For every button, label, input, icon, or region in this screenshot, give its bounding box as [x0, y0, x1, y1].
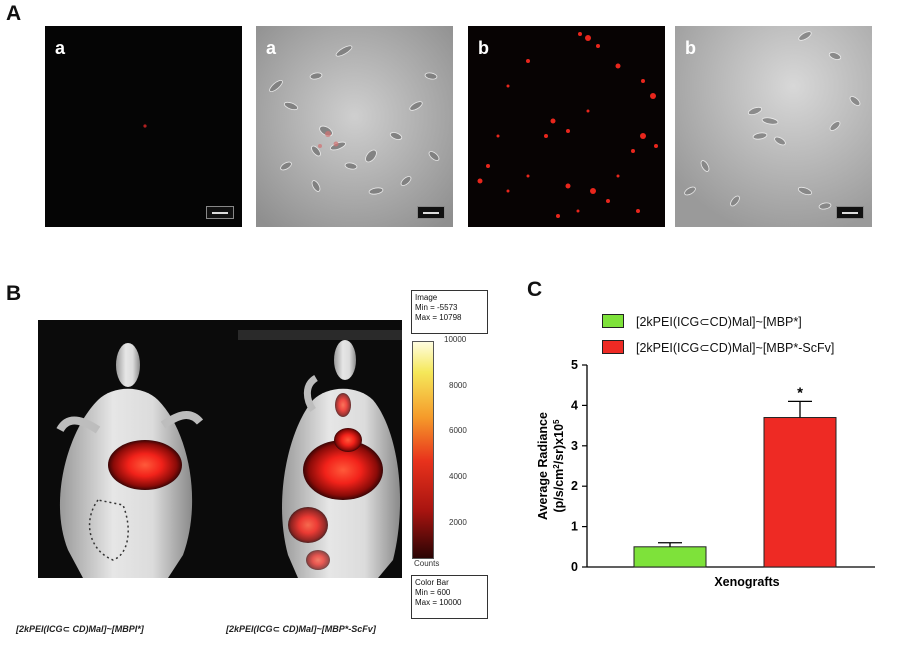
micrograph-sublabel: a [55, 38, 66, 58]
colorbar-info-box: Color Bar Min = 600 Max = 10000 [411, 575, 488, 619]
mouse-caption-left: [2kPEI(ICG⊂ CD)Mal]~[MBPI*] [16, 624, 144, 634]
colorbar-tick: 2000 [449, 518, 467, 527]
micrograph-a-fluorescence: a [45, 26, 242, 227]
panel-a-letter: A [6, 2, 22, 25]
image-info-title: Image [415, 293, 438, 302]
x-axis-label: Xenografts [714, 575, 779, 589]
legend-label-green: [2kPEI(ICG⊂CD)Mal]~[MBP*] [636, 314, 802, 329]
colorbar-info-max: Max = 10000 [415, 598, 462, 607]
y-tick-label: 4 [571, 398, 578, 412]
scale-bar [417, 206, 445, 219]
colorbar-tick: 4000 [449, 472, 467, 481]
y-tick-label: 0 [571, 560, 578, 574]
brightfield-field [256, 26, 453, 227]
legend-swatch-green [602, 314, 624, 328]
scale-bar [206, 206, 234, 219]
mouse-imaging-photo [38, 320, 402, 578]
mice-fluorescence-overlay [38, 320, 402, 578]
panel-c-letter: C [527, 278, 543, 301]
panel-b-letter: B [6, 282, 22, 305]
y-axis-label-line1: Average Radiance [536, 412, 550, 520]
image-info-box: Image Min = -5573 Max = 10798 [411, 290, 488, 334]
image-info-min: Min = -5573 [415, 303, 458, 312]
image-info-max: Max = 10798 [415, 313, 462, 322]
color-bar [412, 341, 434, 559]
significance-asterisk: * [797, 384, 803, 401]
micrograph-sublabel: a [266, 38, 277, 58]
colorbar-tick: 6000 [449, 426, 467, 435]
micrograph-a-brightfield: a [256, 26, 453, 227]
y-tick-label: 1 [571, 520, 578, 534]
colorbar-info-title: Color Bar [415, 578, 449, 587]
brightfield-field [675, 26, 872, 227]
colorbar-unit: Counts [414, 559, 440, 568]
fluorescence-field-weak [143, 124, 147, 128]
legend-item-red: [2kPEI(ICG⊂CD)Mal]~[MBP*-ScFv] [602, 339, 834, 355]
y-axis-label-line2: (p/s/cm2/sr)x105 [552, 419, 567, 513]
legend-item-green: [2kPEI(ICG⊂CD)Mal]~[MBP*] [602, 313, 802, 329]
right-mouse [282, 340, 401, 578]
colorbar-tick: 10000 [444, 335, 467, 344]
bar-mbp [633, 546, 707, 568]
y-tick-label: 2 [571, 479, 578, 493]
left-mouse [56, 343, 204, 578]
radiance-bar-chart: Average Radiance (p/s/cm2/sr)x105 0 1 2 3 4 5… [536, 358, 875, 589]
colorbar-tick: 8000 [449, 381, 467, 390]
scale-bar [836, 206, 864, 219]
legend-swatch-red [602, 340, 624, 354]
micrograph-b-fluorescence: b [468, 26, 665, 227]
legend-label-red: [2kPEI(ICG⊂CD)Mal]~[MBP*-ScFv] [636, 340, 835, 355]
micrograph-sublabel: b [478, 38, 489, 58]
y-axis-label: Average Radiance (p/s/cm2/sr)x105 [536, 412, 566, 520]
fluorescence-field-strong [477, 32, 658, 218]
y-tick-label: 3 [571, 439, 578, 453]
y-tick-label: 5 [571, 358, 578, 372]
colorbar-info-min: Min = 600 [415, 588, 451, 597]
micrograph-sublabel: b [685, 38, 696, 58]
mouse-caption-right: [2kPEI(ICG⊂ CD)Mal]~[MBP*-ScFv] [226, 624, 376, 634]
bar-mbp-scfv [763, 417, 837, 568]
micrograph-b-brightfield: b [675, 26, 872, 227]
